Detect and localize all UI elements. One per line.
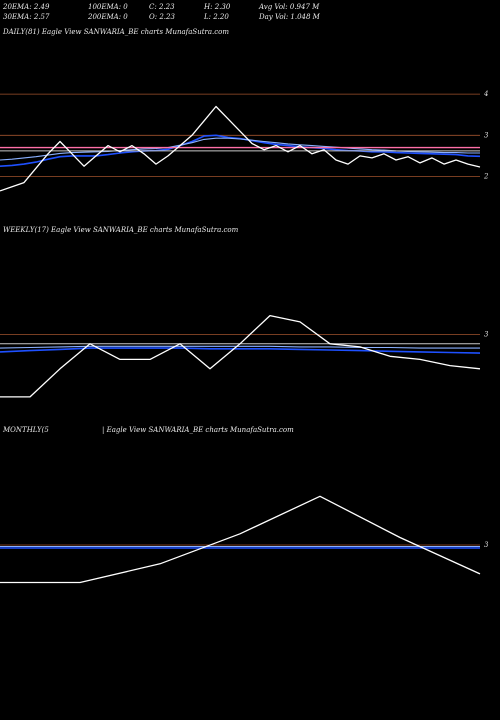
monthly-tick-label: 3 bbox=[484, 541, 489, 549]
stat-high: H: 2.30 bbox=[204, 3, 231, 11]
daily-tick-label: 2 bbox=[483, 172, 489, 180]
monthly-price-series bbox=[0, 495, 481, 584]
weekly-ema-blue-series bbox=[0, 347, 481, 354]
weekly-panel-label: WEEKLY(17) Eagle View SANWARIA_BE charts… bbox=[3, 226, 239, 234]
stat-ema200: 200EMA: 0 bbox=[88, 13, 128, 21]
monthly-panel-label: MONTHLY(5 bbox=[3, 426, 49, 434]
stat-open: O: 2.23 bbox=[149, 13, 175, 21]
stat-ema20: 20EMA: 2.49 bbox=[3, 3, 50, 11]
monthly-panel-label-right: | Eagle View SANWARIA_BE charts MunafaSu… bbox=[102, 426, 294, 434]
daily-tick-label: 4 bbox=[483, 90, 488, 98]
stat-avg-vol: Avg Vol: 0.947 M bbox=[259, 3, 320, 11]
weekly-price-series bbox=[0, 314, 481, 398]
weekly-ema-light-series bbox=[0, 345, 480, 349]
stat-day-vol: Day Vol: 1.048 M bbox=[259, 13, 320, 21]
daily-price-series bbox=[0, 105, 481, 192]
stat-low: L: 2.20 bbox=[204, 13, 229, 21]
stat-ema100: 100EMA: 0 bbox=[88, 3, 128, 11]
weekly-tick-label: 3 bbox=[484, 330, 489, 338]
daily-panel-label: DAILY(81) Eagle View SANWARIA_BE charts … bbox=[3, 28, 230, 36]
daily-tick-label: 3 bbox=[484, 131, 489, 139]
stat-close: C: 2.23 bbox=[149, 3, 175, 11]
stat-ema30: 30EMA: 2.57 bbox=[3, 13, 50, 21]
